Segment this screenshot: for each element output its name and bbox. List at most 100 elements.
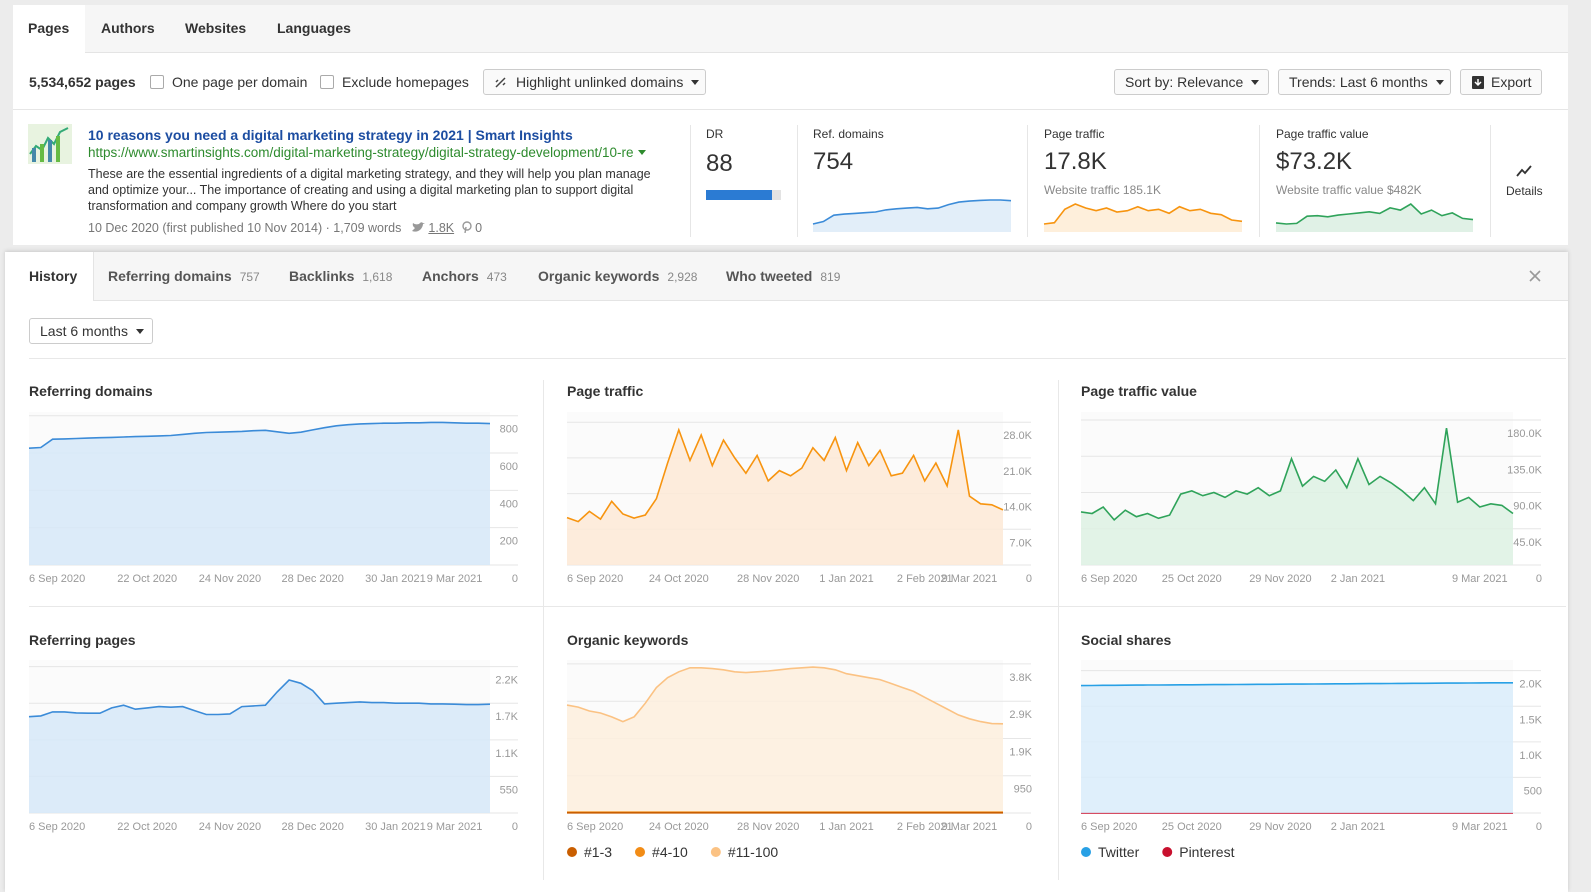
divider	[29, 358, 1566, 359]
tab[interactable]: Authors	[101, 20, 155, 36]
x-tick-label: 6 Sep 2020	[29, 821, 85, 833]
result-url[interactable]: https://www.smartinsights.com/digital-ma…	[88, 145, 647, 160]
metric-sub: Website traffic 185.1K	[1044, 183, 1161, 197]
tab-label[interactable]: Backlinks	[289, 268, 355, 284]
y-tick-label: 1.7K	[495, 711, 518, 723]
trends-dropdown[interactable]: Trends: Last 6 months	[1278, 69, 1451, 95]
x-tick-label: 6 Sep 2020	[1081, 573, 1137, 585]
checkbox[interactable]: One page per domain	[150, 74, 307, 90]
chart-title: Page traffic value	[1081, 383, 1197, 399]
page-count: 5,534,652 pages	[29, 74, 136, 90]
close-button[interactable]	[1529, 270, 1541, 282]
detail-tab[interactable]: Referring domains 757	[108, 253, 260, 300]
y-tick-label: 0	[512, 821, 518, 833]
tab-count[interactable]: 473	[486, 270, 507, 284]
sort-dropdown[interactable]: Sort by: Relevance	[1114, 69, 1269, 95]
x-tick-label: 6 Sep 2020	[1081, 821, 1137, 833]
area	[29, 422, 490, 565]
y-tick-label: 21.0K	[1003, 466, 1032, 478]
period-dropdown[interactable]: Last 6 months	[29, 318, 153, 344]
tab-label[interactable]: Referring domains	[108, 268, 232, 284]
x-tick-label: 24 Nov 2020	[199, 573, 261, 585]
twitter-icon	[412, 222, 426, 232]
detail-tab[interactable]: Backlinks 1,618	[289, 253, 392, 300]
button-label[interactable]: Export	[1491, 74, 1532, 90]
tab-count[interactable]: 757	[239, 270, 260, 284]
highlight-button[interactable]: Highlight unlinked domains	[483, 69, 706, 95]
legend-label: Pinterest	[1179, 844, 1234, 860]
tab-count[interactable]: 819	[820, 270, 841, 284]
x-tick-label: 28 Nov 2020	[737, 821, 799, 833]
tab[interactable]: Websites	[185, 20, 247, 36]
tab-count[interactable]: 1,618	[362, 270, 393, 284]
legend-label: #1-3	[584, 844, 612, 860]
divider	[1027, 125, 1028, 237]
pinterest-icon	[462, 221, 472, 234]
divider	[797, 125, 798, 237]
button-label[interactable]: Highlight unlinked domains	[516, 74, 684, 90]
active-tab-bg	[13, 5, 85, 53]
divider	[13, 109, 1568, 110]
details-icon[interactable]	[1516, 164, 1532, 178]
tab[interactable]: Pages	[28, 20, 70, 36]
x-tick-label: 22 Oct 2020	[117, 573, 177, 585]
thumbnail	[28, 124, 72, 164]
tab[interactable]: Languages	[277, 20, 351, 36]
tab-label[interactable]: History	[29, 268, 78, 284]
x-tick-label: 9 Mar 2021	[1452, 821, 1508, 833]
line	[1080, 682, 1513, 687]
checkbox-box[interactable]	[150, 75, 164, 89]
link-icon	[495, 77, 506, 88]
x-tick-label: 28 Dec 2020	[281, 821, 343, 833]
checkbox[interactable]: Exclude homepages	[320, 74, 469, 90]
y-tick-label: 0	[1536, 821, 1542, 833]
divider	[1259, 125, 1260, 237]
sparkline-area	[1276, 204, 1473, 232]
dr-track	[706, 190, 781, 200]
metric-label: Ref. domains	[813, 127, 884, 141]
metric-value: 754	[813, 148, 854, 175]
divider	[543, 380, 544, 880]
area	[1081, 428, 1513, 565]
y-tick-label: 1.0K	[1519, 750, 1542, 762]
x-tick-label: 6 Sep 2020	[29, 573, 85, 585]
x-tick-label: 9 Mar 2021	[427, 821, 483, 833]
word-count: 1,709 words	[333, 221, 402, 235]
y-tick-label: 600	[500, 461, 518, 473]
tab-label[interactable]: Anchors	[422, 268, 479, 284]
detail-tab[interactable]: Who tweeted 819	[726, 253, 840, 300]
metric-value: 88	[706, 150, 733, 177]
metric-label: DR	[706, 127, 724, 141]
y-tick-label: 2.2K	[495, 675, 518, 687]
divider	[29, 606, 1566, 607]
result-title[interactable]: 10 reasons you need a digital marketing …	[88, 127, 573, 143]
y-tick-label: 0	[512, 573, 518, 585]
tab-label[interactable]: Who tweeted	[726, 268, 813, 284]
export-button[interactable]: Export	[1460, 69, 1542, 95]
x-tick-label: 9 Mar 2021	[942, 821, 998, 833]
checkbox-label[interactable]: One page per domain	[172, 74, 308, 90]
x-tick-label: 25 Oct 2020	[1162, 821, 1222, 833]
tab-count[interactable]: 2,928	[667, 270, 698, 284]
detail-tab[interactable]: History	[29, 253, 77, 300]
active-tab-bg	[5, 252, 94, 301]
x-tick-label: 2 Feb 2021	[897, 821, 953, 833]
detail-tab[interactable]: Anchors 473	[422, 253, 507, 300]
button-label[interactable]: Trends: Last 6 months	[1289, 74, 1428, 90]
button-label[interactable]: Last 6 months	[40, 323, 128, 339]
url-text[interactable]: https://www.smartinsights.com/digital-ma…	[88, 145, 634, 160]
x-tick-label: 29 Nov 2020	[1249, 573, 1311, 585]
line	[28, 679, 491, 718]
details-link[interactable]: Details	[1506, 184, 1543, 198]
y-tick-label: 90.0K	[1513, 501, 1542, 513]
divider	[1058, 380, 1059, 880]
tweet-count[interactable]: 1.8K	[428, 221, 455, 235]
button-label[interactable]: Sort by: Relevance	[1125, 74, 1244, 90]
checkbox-label[interactable]: Exclude homepages	[342, 74, 469, 90]
x-tick-label: 25 Oct 2020	[1162, 573, 1222, 585]
tab-label[interactable]: Organic keywords	[538, 268, 660, 284]
checkbox-box[interactable]	[320, 75, 334, 89]
detail-tab[interactable]: Organic keywords 2,928	[538, 253, 697, 300]
y-tick-label: 200	[500, 536, 518, 548]
metric-sub: Website traffic value $482K	[1276, 183, 1422, 197]
